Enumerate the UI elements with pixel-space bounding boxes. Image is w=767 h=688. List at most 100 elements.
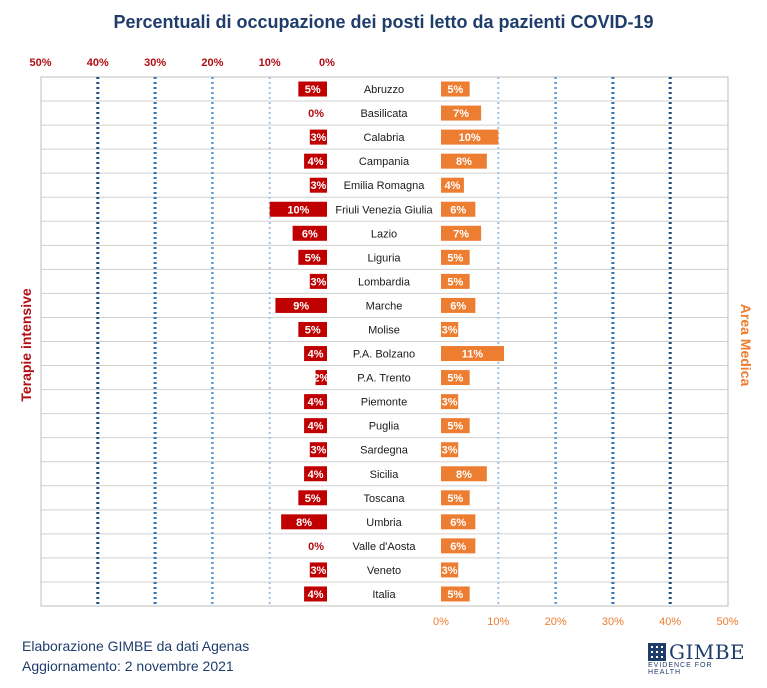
data-label-area-medica: 3% [442,445,458,457]
left-tick-label: 10% [259,57,281,69]
category-label: Campania [359,156,410,168]
data-label-area-medica: 7% [453,228,469,240]
data-label-area-medica: 3% [442,397,458,409]
data-label-terapie-intensive: 3% [310,565,326,577]
category-label: Lombardia [358,276,411,288]
bar-terapie-intensive [281,514,327,530]
bar-area-medica [441,177,464,193]
data-label-terapie-intensive: 4% [308,421,324,433]
data-label-area-medica: 5% [447,276,463,288]
data-label-area-medica: 5% [447,373,463,385]
category-label: Piemonte [361,397,407,409]
data-label-terapie-intensive: 3% [310,180,326,192]
axes: 50% 40% 30% 20% 10% 0% 0% 10% 20% 30% 40% 50% [29,57,738,628]
bar-area-medica [441,273,470,289]
data-label-area-medica: 7% [453,108,469,120]
data-label-terapie-intensive: 4% [308,397,324,409]
data-label-terapie-intensive: 5% [305,252,321,264]
bar-area-medica [441,297,476,313]
bar-terapie-intensive [309,177,327,193]
category-label: Sardegna [360,445,409,457]
data-label-terapie-intensive: 3% [310,445,326,457]
bar-terapie-intensive [298,249,327,265]
category-label: Sicilia [370,469,400,481]
bar-terapie-intensive [298,490,327,506]
category-label: P.A. Trento [357,373,411,385]
bar-terapie-intensive [304,153,327,169]
bar-terapie-intensive [304,466,327,482]
category-label: Marche [366,300,403,312]
bar-area-medica [441,514,476,530]
bar-area-medica [441,201,476,217]
data-label-terapie-intensive: 3% [310,132,326,144]
right-tick-label: 20% [545,616,567,628]
data-label-terapie-intensive: 3% [310,276,326,288]
data-label-terapie-intensive: 4% [308,469,324,481]
gridlines [40,76,729,607]
right-tick-label: 40% [659,616,681,628]
bar-area-medica [441,81,470,97]
bar-area-medica [441,249,470,265]
category-label: P.A. Bolzano [353,349,415,361]
right-axis-label: Area Medica [738,304,754,387]
bar-area-medica [441,346,505,362]
data-label-area-medica: 5% [447,421,463,433]
data-label-terapie-intensive: 5% [305,84,321,96]
data-label-area-medica: 6% [450,204,466,216]
data-label-terapie-intensive: 6% [302,228,318,240]
bar-terapie-intensive [298,321,327,337]
logo-name: GIMBE [669,640,746,664]
right-tick-label: 50% [716,616,738,628]
data-label-area-medica: 6% [450,517,466,529]
data-label-area-medica: 6% [450,541,466,553]
data-label-area-medica: 4% [445,180,461,192]
bar-area-medica [441,466,487,482]
left-tick-label: 0% [319,57,335,69]
bar-terapie-intensive [304,394,327,410]
data-label-terapie-intensive: 0% [308,541,324,553]
bar-terapie-intensive [309,442,327,458]
data-label-area-medica: 5% [447,589,463,601]
category-label: Basilicata [360,108,408,120]
bar-area-medica [441,442,459,458]
data-label-area-medica: 8% [456,156,472,168]
bar-terapie-intensive [292,225,327,241]
category-label: Umbria [366,517,402,529]
bar-area-medica [441,418,470,434]
bar-area-medica [441,321,459,337]
bar-terapie-intensive [298,81,327,97]
bar-terapie-intensive [304,346,327,362]
data-label-terapie-intensive: 2% [313,373,329,385]
left-tick-label: 30% [144,57,166,69]
chart-title: Percentuali di occupazione dei posti let… [113,12,654,32]
bar-terapie-intensive [309,129,327,145]
left-tick-label: 20% [201,57,223,69]
category-label: Italia [372,589,396,601]
category-label: Toscana [364,493,406,505]
bar-area-medica [441,370,470,386]
bar-terapie-intensive [304,586,327,602]
bar-area-medica [441,394,459,410]
gimbe-logo: GIMBE EVIDENCE FOR HEALTH [648,640,748,676]
data-label-area-medica: 8% [456,469,472,481]
right-tick-label: 0% [433,616,449,628]
data-label-area-medica: 5% [447,84,463,96]
bar-terapie-intensive [315,370,327,386]
data-label-area-medica: 5% [447,252,463,264]
category-label: Puglia [369,421,400,433]
bar-area-medica [441,490,470,506]
category-label: Emilia Romagna [344,180,426,192]
right-tick-label: 10% [487,616,509,628]
data-label-area-medica: 3% [442,324,458,336]
data-label-terapie-intensive: 4% [308,589,324,601]
category-label: Veneto [367,565,401,577]
footer-updated: Aggiornamento: 2 novembre 2021 [22,658,234,674]
data-label-terapie-intensive: 4% [308,156,324,168]
bar-terapie-intensive [309,562,327,578]
data-label-area-medica: 3% [442,565,458,577]
bar-area-medica [441,538,476,554]
category-label: Abruzzo [364,84,404,96]
category-label: Lazio [371,228,397,240]
left-tick-label: 40% [87,57,109,69]
